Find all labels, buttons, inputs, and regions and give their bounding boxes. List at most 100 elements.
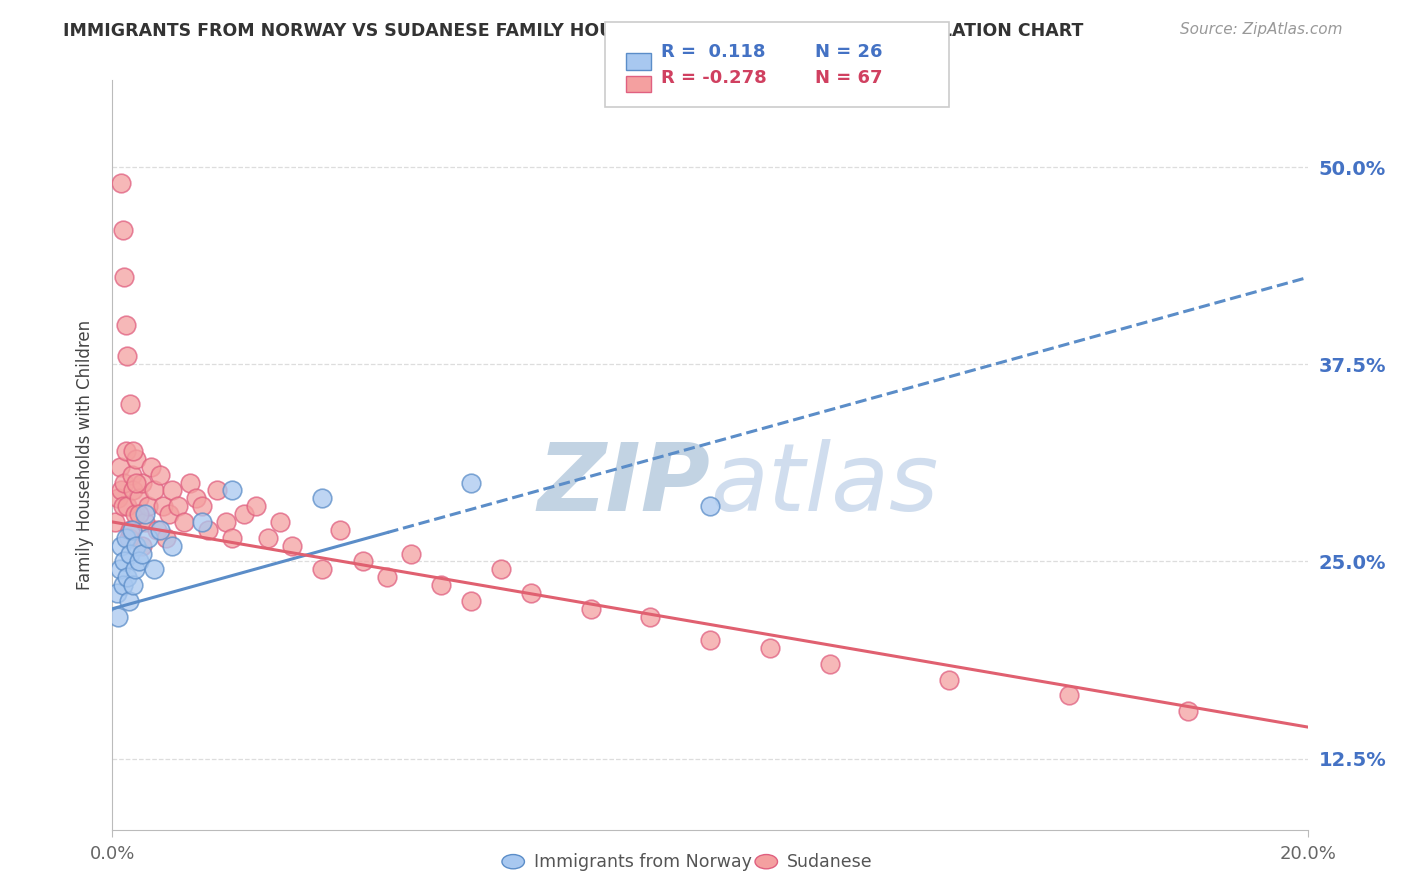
Point [131, 539, 153, 553]
Point [162, 483, 183, 498]
Point [155, 531, 177, 545]
Text: Immigrants from Norway: Immigrants from Norway [534, 853, 752, 871]
Point [167, 499, 190, 513]
Point [143, 483, 166, 498]
Point [120, 547, 142, 561]
Point [699, 633, 721, 648]
Text: atlas: atlas [710, 440, 938, 531]
Point [1057, 689, 1080, 703]
Point [110, 539, 132, 553]
Point [108, 459, 131, 474]
Point [131, 547, 153, 561]
Point [110, 483, 132, 498]
Point [460, 475, 482, 490]
Point [108, 562, 131, 576]
Point [640, 609, 662, 624]
Point [122, 578, 145, 592]
Point [221, 531, 243, 545]
Point [134, 507, 156, 521]
Point [353, 554, 375, 568]
Text: Source: ZipAtlas.com: Source: ZipAtlas.com [1180, 22, 1343, 37]
Point [215, 515, 238, 529]
Point [110, 176, 132, 190]
Point [138, 499, 160, 513]
Point [377, 570, 399, 584]
Point [107, 609, 129, 624]
Point [104, 515, 127, 529]
Point [149, 523, 172, 537]
Y-axis label: Family Households with Children: Family Households with Children [76, 320, 94, 590]
Point [186, 491, 208, 506]
Point [245, 499, 267, 513]
Point [157, 507, 180, 521]
Point [430, 578, 453, 592]
Point [269, 515, 291, 529]
Text: R =  0.118: R = 0.118 [661, 43, 765, 61]
Point [233, 507, 256, 521]
Point [122, 483, 145, 498]
Point [1177, 704, 1199, 718]
Point [121, 523, 143, 537]
Point [311, 491, 333, 506]
Point [118, 594, 141, 608]
Point [124, 562, 146, 576]
Point [120, 523, 142, 537]
Point [197, 523, 219, 537]
Point [938, 673, 960, 687]
Point [146, 523, 169, 537]
Point [401, 547, 423, 561]
Text: Sudanese: Sudanese [787, 853, 873, 871]
Text: N = 67: N = 67 [815, 69, 883, 87]
Point [107, 491, 129, 506]
Point [205, 483, 228, 498]
Point [117, 570, 139, 584]
Point [128, 554, 150, 568]
Point [112, 499, 135, 513]
Text: IMMIGRANTS FROM NORWAY VS SUDANESE FAMILY HOUSEHOLDS WITH CHILDREN CORRELATION C: IMMIGRANTS FROM NORWAY VS SUDANESE FAMIL… [63, 22, 1084, 40]
Point [818, 657, 841, 671]
Text: R = -0.278: R = -0.278 [661, 69, 766, 87]
Point [152, 499, 174, 513]
Point [520, 586, 543, 600]
Point [105, 586, 128, 600]
Point [460, 594, 482, 608]
Point [149, 467, 172, 482]
Point [759, 641, 782, 656]
Point [125, 539, 148, 553]
Point [179, 475, 201, 490]
Point [120, 397, 142, 411]
Point [114, 444, 136, 458]
Point [128, 507, 150, 521]
Point [114, 531, 136, 545]
Point [191, 499, 214, 513]
Point [122, 444, 145, 458]
Point [118, 531, 141, 545]
Point [121, 467, 143, 482]
Point [125, 451, 148, 466]
Point [579, 601, 602, 615]
Point [114, 475, 135, 490]
Text: N = 26: N = 26 [815, 43, 883, 61]
Point [125, 475, 148, 490]
Point [112, 223, 135, 237]
Point [114, 554, 135, 568]
Point [257, 531, 280, 545]
Point [173, 515, 195, 529]
Point [699, 499, 721, 513]
Point [114, 270, 135, 285]
Text: ZIP: ZIP [537, 439, 710, 531]
Point [162, 539, 183, 553]
Point [221, 483, 243, 498]
Point [117, 499, 139, 513]
Point [138, 531, 160, 545]
Point [143, 562, 166, 576]
Point [134, 515, 156, 529]
Point [124, 507, 146, 521]
Point [117, 349, 139, 363]
Point [311, 562, 333, 576]
Point [329, 523, 352, 537]
Point [131, 475, 153, 490]
Point [114, 318, 136, 332]
Point [128, 491, 150, 506]
Point [141, 459, 163, 474]
